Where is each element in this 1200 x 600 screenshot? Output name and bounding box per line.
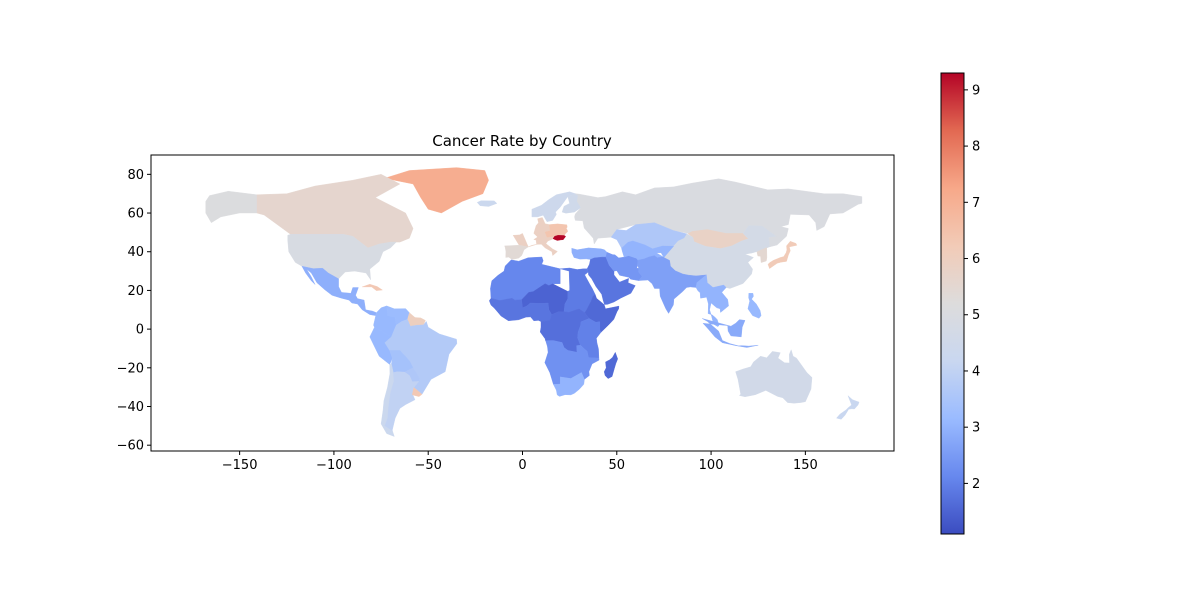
y-tick-label: −20	[117, 361, 144, 376]
y-tick-label: −40	[117, 400, 144, 415]
region-philippines	[747, 293, 762, 319]
region-iceland	[477, 200, 498, 207]
colorbar-ticks: 2 3 4 5 6 7 8 9	[964, 83, 980, 492]
x-tick-label: −50	[414, 458, 441, 473]
region-horn-of-africa	[584, 294, 620, 333]
chart-title: Cancer Rate by Country	[432, 132, 612, 150]
region-canada	[256, 174, 414, 249]
region-india	[637, 255, 707, 314]
region-iberia	[504, 245, 529, 260]
region-australia	[735, 349, 813, 404]
region-hungary	[552, 235, 566, 241]
x-axis: −150 −100 −50 0 50 100 150	[222, 451, 818, 473]
x-tick-label: 100	[699, 458, 724, 473]
colorbar: 2 3 4 5 6 7 8 9	[940, 72, 980, 535]
x-tick-label: −100	[316, 458, 352, 473]
colorbar-tick-label: 2	[972, 477, 980, 492]
region-madagascar	[604, 352, 618, 379]
colorbar-tick-label: 7	[972, 196, 980, 211]
colorbar-tick-label: 6	[972, 252, 980, 267]
x-tick-label: −150	[222, 458, 258, 473]
y-axis: 80 60 40 20 0 −20 −40 −60	[117, 168, 151, 454]
x-tick-label: 0	[518, 458, 526, 473]
colorbar-tick-label: 8	[972, 140, 980, 155]
region-southern-africa	[544, 340, 600, 385]
region-central-america	[348, 295, 377, 316]
region-alaska	[205, 191, 257, 223]
region-argentina	[384, 371, 419, 431]
y-tick-label: 80	[127, 168, 144, 183]
region-uruguay	[412, 387, 423, 397]
region-new-zealand	[836, 395, 860, 420]
colorbar-tick-label: 5	[972, 308, 980, 323]
y-tick-label: 20	[127, 284, 144, 299]
y-tick-label: −60	[117, 439, 144, 454]
region-south-africa	[553, 372, 585, 397]
region-scandinavia	[531, 191, 576, 222]
region-southeast-asia	[695, 274, 729, 327]
colorbar-tick-label: 3	[972, 421, 980, 436]
y-tick-label: 60	[127, 207, 144, 222]
colorbar-bar	[940, 72, 965, 535]
y-tick-label: 40	[127, 245, 144, 260]
colorbar-tick-label: 9	[972, 83, 980, 98]
region-greenland	[384, 167, 489, 214]
country-regions	[205, 167, 863, 437]
colorbar-tick-label: 4	[972, 364, 980, 379]
region-korea	[756, 247, 768, 263]
region-indonesia	[702, 318, 759, 348]
x-tick-label: 150	[793, 458, 818, 473]
region-japan	[767, 241, 798, 269]
region-russia	[574, 178, 863, 248]
region-guianas	[407, 312, 426, 327]
y-tick-label: 0	[136, 323, 144, 338]
region-cuba	[362, 284, 383, 291]
x-tick-label: 50	[609, 458, 626, 473]
